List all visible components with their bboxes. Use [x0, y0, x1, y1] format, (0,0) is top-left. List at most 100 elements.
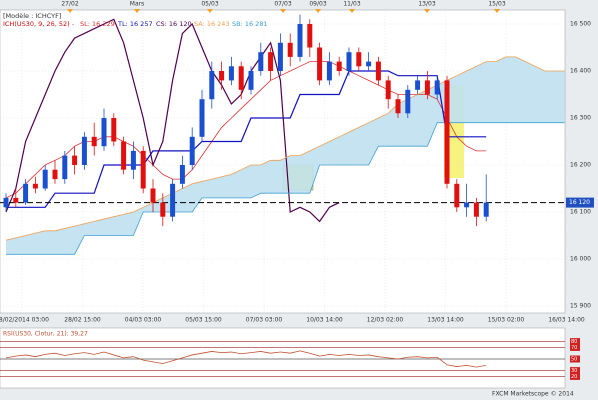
- candle-body: [228, 66, 234, 81]
- candle-body: [62, 155, 68, 180]
- candle-body: [326, 61, 332, 81]
- candle-body: [140, 150, 146, 189]
- x-tick-label: 15/03 02:00: [488, 317, 525, 324]
- x-tick-label: 13/03 14:00: [427, 317, 464, 324]
- x-tick-label: 05/03 15:00: [185, 317, 222, 324]
- top-label: 11/03: [343, 1, 360, 8]
- candle-body: [297, 24, 303, 57]
- rsi-tick-label: 30: [571, 368, 577, 374]
- top-label: 07/03: [274, 1, 291, 8]
- cloud: [6, 56, 565, 255]
- legend-entry: SA: 16 243: [194, 20, 230, 28]
- y-tick-label: 16 100: [570, 209, 591, 216]
- rsi-line: [5, 350, 487, 368]
- candle-body: [483, 202, 489, 217]
- indicator-line: [6, 122, 565, 255]
- rsi-tick-box: [570, 367, 580, 375]
- candle-body: [23, 183, 29, 203]
- marker: [207, 9, 213, 13]
- candle-body: [277, 42, 283, 71]
- candle-body: [375, 61, 381, 81]
- candle-body: [150, 188, 156, 203]
- y-tick-label: 16 000: [570, 256, 591, 263]
- candle-body: [209, 71, 215, 100]
- candle-body: [385, 80, 391, 100]
- y-tick-label: 16 500: [570, 21, 591, 28]
- marker: [67, 9, 73, 13]
- candle-body: [91, 136, 97, 147]
- marker: [494, 9, 500, 13]
- candle-body: [81, 136, 87, 165]
- x-tick-label: 16/03 14:00: [548, 317, 585, 324]
- top-label: 15/03: [488, 1, 505, 8]
- candle-body: [356, 52, 362, 67]
- candle-body: [189, 136, 195, 165]
- candle-body: [121, 141, 127, 170]
- candle-body: [3, 197, 9, 208]
- candle-body: [160, 202, 166, 217]
- candle-body: [199, 99, 205, 137]
- candle-body: [72, 155, 78, 165]
- marker: [315, 9, 321, 13]
- x-tick-label: 12/03 02:00: [367, 317, 404, 324]
- top-label: 05/03: [201, 1, 218, 8]
- rsi-tick-box: [570, 355, 580, 363]
- candle-body: [130, 150, 136, 170]
- last-price-box: [566, 197, 594, 208]
- y-tick-label: 16 200: [570, 162, 591, 169]
- top-label: 13/03: [418, 1, 435, 8]
- indicator-line: [5, 56, 565, 241]
- marker: [424, 9, 430, 13]
- y-tick-label: 16 300: [570, 115, 591, 122]
- rsi-panel: [0, 327, 566, 389]
- candle-body: [52, 169, 58, 180]
- rsi-tick-box: [570, 338, 580, 346]
- candle-body: [444, 80, 450, 184]
- marker: [349, 9, 355, 13]
- marker: [134, 9, 140, 13]
- candle-body: [415, 80, 421, 90]
- candle-body: [287, 42, 293, 57]
- rsi-tick-label: 50: [571, 357, 577, 363]
- y-tick-label: 15 900: [570, 303, 591, 310]
- candle-body: [307, 24, 313, 48]
- candle-body: [170, 183, 176, 217]
- indicator-line: [6, 70, 487, 208]
- candle-body: [179, 165, 185, 184]
- marker: [280, 9, 286, 13]
- legend-entry: TL: 16 257: [117, 20, 153, 28]
- x-tick-label: 04/03 03:00: [125, 317, 162, 324]
- candle-body: [395, 99, 401, 114]
- candle-body: [473, 202, 479, 217]
- candle-body: [13, 197, 19, 203]
- last-price-label: 16 120: [569, 199, 590, 206]
- x-tick-label: 28/02/2014 03:00: [0, 317, 49, 324]
- x-tick-label: 10/03 14:00: [306, 317, 343, 324]
- candle-body: [32, 183, 38, 189]
- indicator-line: [5, 18, 340, 223]
- candle-body: [258, 52, 264, 71]
- x-tick-label: 28/02 15:00: [64, 317, 101, 324]
- candle-body: [238, 66, 244, 90]
- footer: FXCM Marketscope © 2014: [492, 391, 574, 398]
- candle-body: [42, 169, 48, 189]
- top-label: 09/03: [309, 1, 326, 8]
- candle-body: [268, 52, 274, 71]
- legend-entry: CS: 16 120: [156, 20, 192, 28]
- candle-body: [434, 80, 440, 95]
- candle-body: [111, 118, 117, 142]
- candle-body: [317, 47, 323, 81]
- candle-body: [336, 61, 342, 71]
- rsi-tick-label: 70: [571, 345, 577, 351]
- candle-body: [346, 52, 352, 71]
- rsi-tick-box: [570, 343, 580, 351]
- candle-body: [454, 183, 460, 208]
- y-tick-label: 16 400: [570, 68, 591, 75]
- top-label: 27/02: [61, 1, 78, 8]
- candle-body: [248, 71, 254, 90]
- candle-body: [366, 61, 372, 67]
- candle-body: [101, 118, 107, 147]
- candle-body: [424, 80, 430, 95]
- rsi-tick-label: 20: [571, 374, 577, 380]
